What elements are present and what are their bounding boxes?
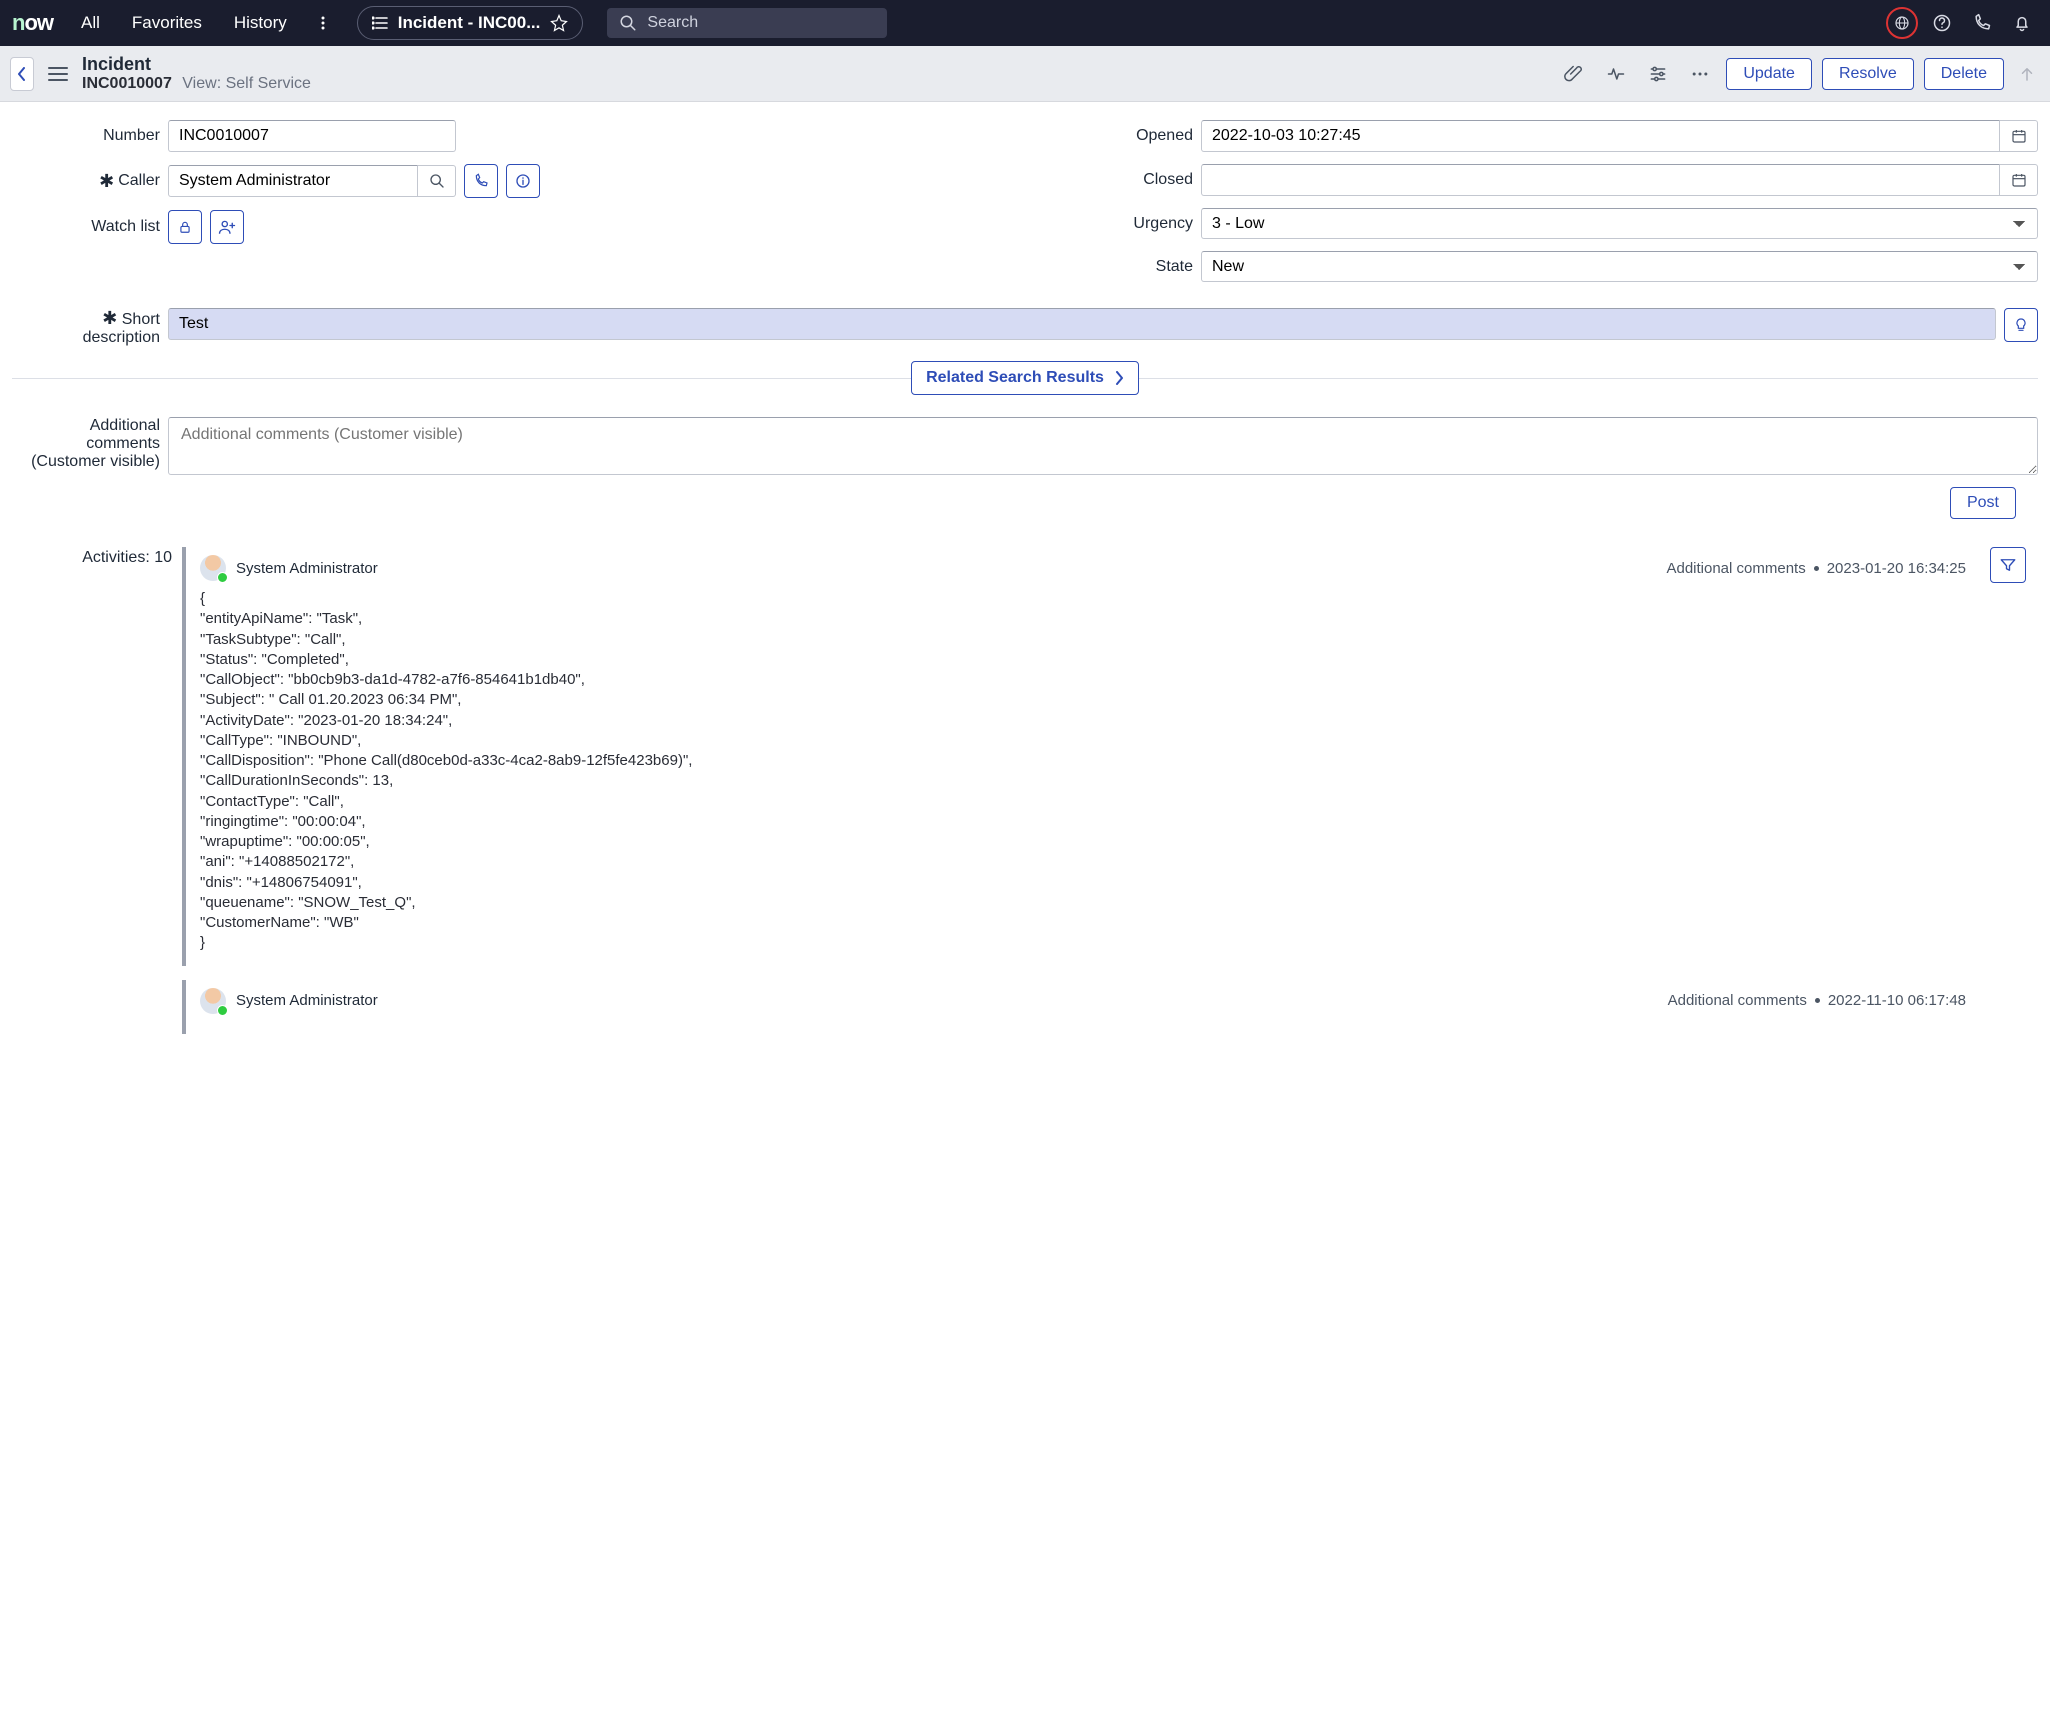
opened-field[interactable] <box>1201 120 2000 152</box>
opened-label: Opened <box>1045 127 1193 145</box>
closed-label: Closed <box>1045 171 1193 189</box>
back-button[interactable] <box>10 57 34 91</box>
post-button[interactable]: Post <box>1950 487 2016 519</box>
additional-comments-field[interactable] <box>168 417 2038 475</box>
header-actions: Update Resolve Delete <box>1558 58 2040 90</box>
activity-meta: Additional comments 2023-01-20 16:34:25 <box>1666 560 1966 577</box>
avatar <box>200 555 226 581</box>
logo[interactable]: now <box>12 10 53 36</box>
form-body: Number ✱Caller Watch list <box>0 102 2050 1072</box>
addl-comments-label: Additional comments (Customer visible) <box>12 417 160 471</box>
global-search[interactable]: Search <box>607 8 887 38</box>
form-right-col: Opened Closed Urgency <box>1045 120 2038 294</box>
nav-more-icon[interactable] <box>307 15 339 31</box>
caller-info-icon[interactable] <box>506 164 540 198</box>
watchlist-add-me-icon[interactable] <box>210 210 244 244</box>
tab-title: Incident - INC00... <box>398 13 541 33</box>
list-icon <box>372 16 388 30</box>
activity-filter-icon[interactable] <box>1990 547 2026 583</box>
activity-meta: Additional comments 2022-11-10 06:17:48 <box>1668 992 1966 1009</box>
urgency-select[interactable]: 3 - Low <box>1201 208 2038 239</box>
caller-lookup-icon[interactable] <box>418 165 456 197</box>
activity-icon[interactable] <box>1600 58 1632 90</box>
nav-history[interactable]: History <box>222 13 299 33</box>
watchlist-label: Watch list <box>12 218 160 236</box>
number-label: Number <box>12 127 160 145</box>
caller-field[interactable] <box>168 165 418 197</box>
watchlist-lock-icon[interactable] <box>168 210 202 244</box>
closed-calendar-icon[interactable] <box>2000 164 2038 196</box>
caller-label: ✱Caller <box>12 171 160 192</box>
globe-icon[interactable] <box>1886 7 1918 39</box>
bell-icon[interactable] <box>2006 7 2038 39</box>
required-icon: ✱ <box>99 171 114 192</box>
star-icon[interactable] <box>550 14 568 32</box>
help-icon[interactable] <box>1926 7 1958 39</box>
nav-favorites[interactable]: Favorites <box>120 13 214 33</box>
header-view: View: Self Service <box>182 75 311 92</box>
suggestion-icon[interactable] <box>2004 308 2038 342</box>
form-header: Incident INC0010007 View: Self Service U… <box>0 46 2050 102</box>
state-label: State <box>1045 258 1193 276</box>
activity-card: System Administrator Additional comments… <box>182 980 1976 1034</box>
activity-card: System Administrator Additional comments… <box>182 547 1976 966</box>
caller-phone-icon[interactable] <box>464 164 498 198</box>
related-search-bar: Related Search Results <box>12 361 2038 395</box>
short-description-field[interactable] <box>168 308 1996 340</box>
state-select[interactable]: New <box>1201 251 2038 282</box>
nav-all[interactable]: All <box>69 13 112 33</box>
activity-user: System Administrator <box>236 560 378 577</box>
delete-button[interactable]: Delete <box>1924 58 2004 90</box>
form-menu-icon[interactable] <box>44 62 72 86</box>
activities-label: Activities: 10 <box>24 547 172 567</box>
activities-section: Activities: 10 System Administrator Addi… <box>12 547 2038 1048</box>
top-nav: now All Favorites History Incident - INC… <box>0 0 2050 46</box>
opened-calendar-icon[interactable] <box>2000 120 2038 152</box>
header-record-number: INC0010007 <box>82 75 172 92</box>
search-icon <box>619 14 637 32</box>
scroll-up-icon <box>2014 61 2040 87</box>
related-search-button[interactable]: Related Search Results <box>911 361 1139 395</box>
activity-body: { "entityApiName": "Task", "TaskSubtype"… <box>200 589 1966 954</box>
header-title-block: Incident INC0010007 View: Self Service <box>82 54 311 93</box>
form-left-col: Number ✱Caller Watch list <box>12 120 1005 294</box>
update-button[interactable]: Update <box>1726 58 1812 90</box>
record-tab[interactable]: Incident - INC00... <box>357 6 584 40</box>
header-title: Incident <box>82 54 311 75</box>
number-field[interactable] <box>168 120 456 152</box>
search-placeholder: Search <box>647 14 698 32</box>
closed-field[interactable] <box>1201 164 2000 196</box>
activity-stream: System Administrator Additional comments… <box>182 547 1976 1048</box>
urgency-label: Urgency <box>1045 215 1193 233</box>
activity-user: System Administrator <box>236 992 378 1009</box>
attachments-icon[interactable] <box>1558 58 1590 90</box>
avatar <box>200 988 226 1014</box>
short-desc-label: ✱ Short description <box>12 308 160 347</box>
phone-nav-icon[interactable] <box>1966 7 1998 39</box>
resolve-button[interactable]: Resolve <box>1822 58 1914 90</box>
more-actions-icon[interactable] <box>1684 58 1716 90</box>
personalize-icon[interactable] <box>1642 58 1674 90</box>
